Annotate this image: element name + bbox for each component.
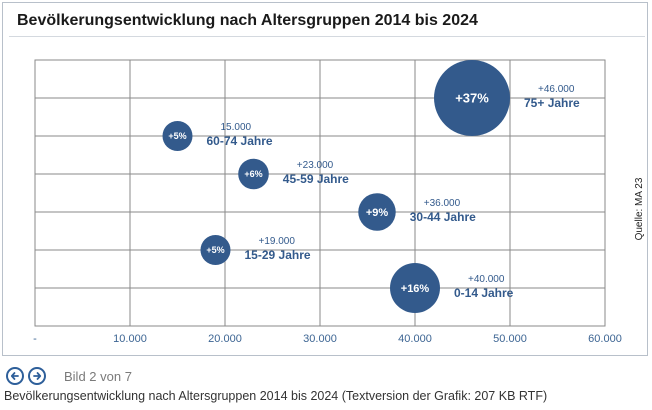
category-label: 60-74 Jahre [207,134,273,148]
bubble-percent-label: +6% [244,169,262,179]
data-bubble [358,193,396,231]
change-label: +23.000 [297,160,334,171]
category-label: 75+ Jahre [524,96,580,110]
bubble-percent-label: +16% [401,283,430,295]
x-tick-label: 10.000 [113,333,147,345]
x-tick-label: 50.000 [493,333,527,345]
title-divider [9,36,645,37]
chart-caption: Bevölkerungsentwicklung nach Altersgrupp… [4,389,548,403]
change-label: +46.000 [538,84,575,95]
category-label: 30-44 Jahre [410,210,476,224]
arrow-left-icon [10,372,19,380]
change-label: +40.000 [468,274,505,285]
x-tick-label: - [33,333,37,345]
data-bubble [200,235,231,265]
x-tick-label: 20.000 [208,333,242,345]
change-label: +19.000 [259,236,296,247]
category-label: 15-29 Jahre [245,248,311,262]
bubble-chart: - 10.000 20.000 30.000 40.000 50.000 60.000 +37… [33,59,645,345]
bubble-percent-label: +5% [206,245,224,255]
data-bubble [390,263,440,313]
category-label: 0-14 Jahre [454,286,514,300]
data-bubble [162,121,193,151]
change-label: +36.000 [424,198,461,209]
x-tick-label: 40.000 [398,333,432,345]
bubble-percent-label: +9% [366,207,389,219]
x-tick-label: 60.000 [588,333,622,345]
image-navigation: Bild 2 von 7 [6,366,132,386]
next-image-button[interactable] [28,367,46,385]
chart-title: Bevölkerungsentwicklung nach Altersgrupp… [17,12,478,29]
bubble-percent-label: +5% [168,131,186,141]
data-bubble [238,158,269,190]
x-tick-label: 30.000 [303,333,337,345]
change-label: 15.000 [221,122,252,133]
data-bubble [434,60,510,136]
previous-image-button[interactable] [6,367,24,385]
source-note: Quelle: MA 23 [634,177,645,240]
chart-frame: Bevölkerungsentwicklung nach Altersgrupp… [2,2,648,356]
image-counter: Bild 2 von 7 [64,368,132,384]
bubble-percent-label: +37% [455,91,489,106]
arrow-right-icon [33,372,42,380]
category-label: 45-59 Jahre [283,172,349,186]
